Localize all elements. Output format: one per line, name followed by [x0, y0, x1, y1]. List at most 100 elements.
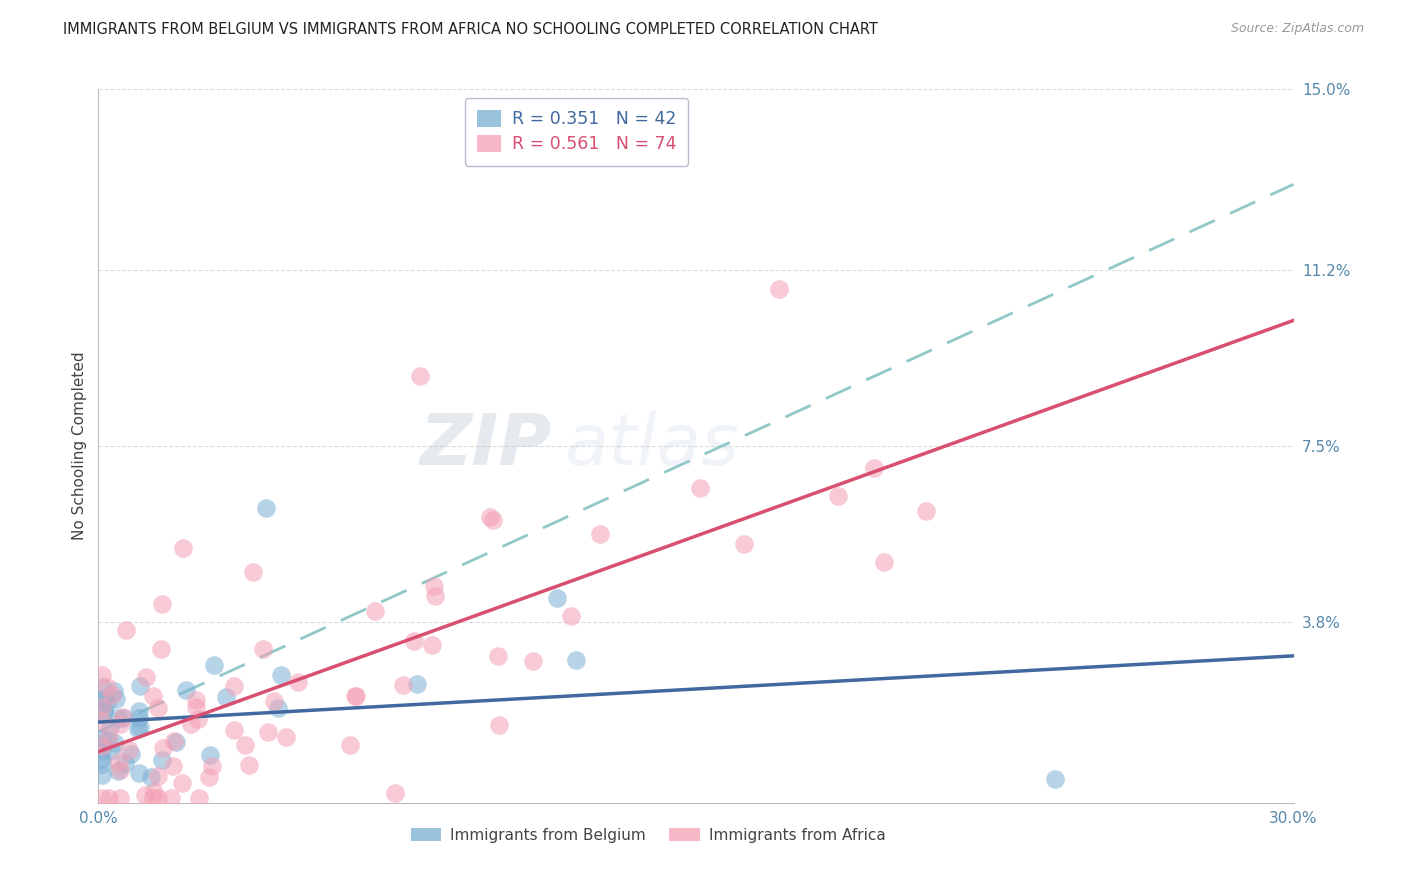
Point [91, 739, 114, 754]
Point [174, 682, 197, 697]
Point [344, 689, 367, 703]
Point [184, 699, 207, 714]
Point [91, 680, 114, 694]
Point [160, 791, 183, 805]
Point [139, 770, 162, 784]
Text: atlas: atlas [565, 411, 740, 481]
Point [104, 736, 127, 750]
Point [172, 541, 194, 556]
Point [91, 667, 114, 681]
Point [187, 791, 209, 805]
Point [768, 282, 790, 296]
Point [91, 768, 114, 782]
Point [110, 716, 132, 731]
Point [96, 733, 118, 747]
Point [105, 692, 128, 706]
Point [91, 791, 114, 805]
Point [263, 694, 285, 708]
Point [91, 752, 114, 766]
Point [254, 500, 277, 515]
Point [689, 482, 711, 496]
Point [402, 634, 425, 648]
Text: Source: ZipAtlas.com: Source: ZipAtlas.com [1230, 22, 1364, 36]
Point [146, 769, 169, 783]
Point [187, 712, 209, 726]
Point [162, 759, 184, 773]
Point [565, 653, 588, 667]
Point [150, 641, 173, 656]
Point [420, 638, 443, 652]
Point [115, 623, 138, 637]
Point [108, 755, 131, 769]
Point [238, 758, 260, 772]
Point [406, 677, 429, 691]
Point [98, 791, 121, 805]
Point [142, 791, 165, 805]
Point [103, 683, 125, 698]
Point [98, 720, 121, 734]
Point [96, 681, 118, 695]
Point [409, 369, 432, 384]
Point [163, 734, 186, 748]
Point [546, 591, 568, 606]
Point [114, 756, 136, 770]
Point [93, 691, 115, 706]
Point [733, 537, 755, 551]
Point [128, 704, 150, 718]
Point [112, 711, 135, 725]
Point [364, 604, 387, 618]
Point [827, 489, 849, 503]
Point [129, 721, 152, 735]
Point [91, 756, 114, 771]
Point [142, 689, 165, 703]
Point [128, 766, 150, 780]
Point [344, 689, 367, 703]
Point [93, 704, 115, 718]
Point [129, 679, 152, 693]
Point [589, 526, 612, 541]
Point [197, 770, 219, 784]
Point [215, 690, 238, 704]
Point [252, 641, 274, 656]
Point [423, 590, 446, 604]
Point [270, 668, 292, 682]
Point [392, 678, 415, 692]
Point [180, 717, 202, 731]
Point [1043, 772, 1066, 786]
Point [522, 655, 544, 669]
Point [110, 763, 132, 777]
Point [107, 764, 129, 779]
Point [91, 699, 114, 714]
Point [198, 747, 221, 762]
Point [257, 724, 280, 739]
Point [91, 731, 114, 745]
Point [384, 786, 406, 800]
Point [128, 711, 150, 725]
Text: ZIP: ZIP [420, 411, 553, 481]
Point [150, 597, 173, 611]
Point [135, 670, 157, 684]
Text: IMMIGRANTS FROM BELGIUM VS IMMIGRANTS FROM AFRICA NO SCHOOLING COMPLETED CORRELA: IMMIGRANTS FROM BELGIUM VS IMMIGRANTS FR… [63, 22, 879, 37]
Point [267, 700, 290, 714]
Point [93, 705, 115, 719]
Point [143, 785, 166, 799]
Point [134, 788, 156, 802]
Point [560, 609, 582, 624]
Point [222, 723, 245, 737]
Point [152, 741, 174, 756]
Point [118, 743, 141, 757]
Y-axis label: No Schooling Completed: No Schooling Completed [72, 351, 87, 541]
Point [222, 679, 245, 693]
Point [242, 565, 264, 579]
Point [110, 791, 132, 805]
Point [98, 729, 121, 743]
Legend: Immigrants from Belgium, Immigrants from Africa: Immigrants from Belgium, Immigrants from… [405, 822, 891, 848]
Point [202, 658, 225, 673]
Point [127, 722, 149, 736]
Point [488, 718, 510, 732]
Point [120, 747, 142, 761]
Point [287, 675, 309, 690]
Point [96, 696, 118, 710]
Point [233, 738, 256, 752]
Point [165, 735, 187, 749]
